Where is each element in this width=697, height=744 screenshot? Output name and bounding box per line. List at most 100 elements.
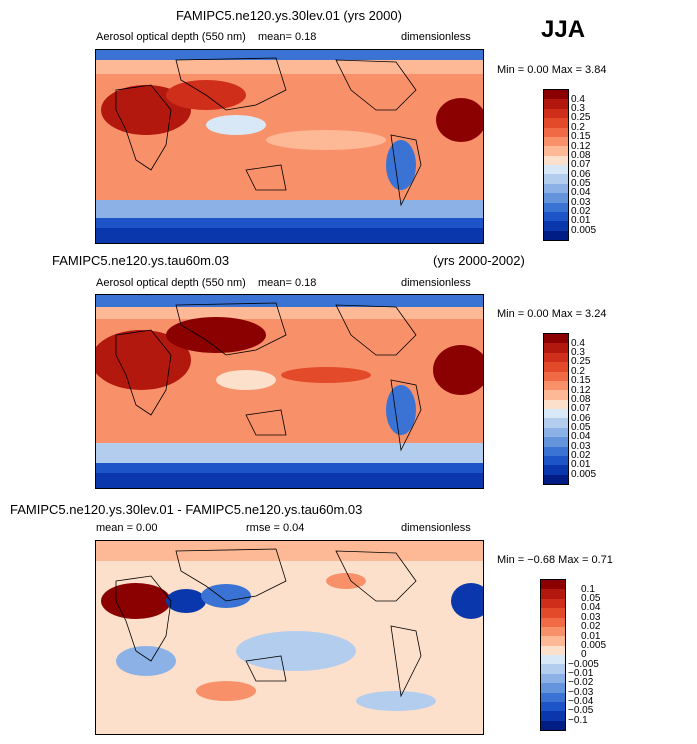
panel2-cb-label: 0.4 — [571, 338, 585, 349]
panel3-high-southern — [196, 681, 256, 701]
panel3-map-svg — [96, 541, 483, 734]
panel2-cb-label: 0.05 — [571, 422, 591, 433]
panel1-south-band — [96, 200, 483, 218]
panel1-cb-swatch — [544, 193, 568, 203]
panel3-cb-swatch — [541, 636, 565, 646]
panel2-pacific-patch — [281, 367, 371, 383]
panel1-cb-swatch — [544, 155, 568, 165]
panel2-hotspot-asia — [166, 317, 266, 353]
panel3-rmse: rmse = 0.04 — [246, 522, 305, 534]
panel3-colorbar-labels: 0.1 0.05 0.04 0.03 0.02 0.01 0.005 0 −0.… — [568, 581, 638, 731]
panel1-cb-swatch — [544, 127, 568, 137]
panel3-cb-label: 0.03 — [581, 612, 601, 623]
panel3-cb-swatch — [541, 608, 565, 618]
panel1-cb-swatch — [544, 202, 568, 212]
panel1-pacific-patch — [266, 130, 386, 150]
panel1-minmax: Min = 0.00 Max = 3.84 — [497, 64, 607, 76]
panel1-cb-label: 0.06 — [571, 169, 591, 180]
panel3-low-india — [201, 584, 251, 608]
panel1-cb-swatch — [544, 118, 568, 128]
panel3-cb-label: 0 — [581, 649, 587, 660]
panel2-cb-swatch — [544, 418, 568, 428]
panel2-hotspot-africa — [96, 330, 191, 390]
panel2-cb-swatch — [544, 371, 568, 381]
panel2-cb-label: 0.15 — [571, 375, 591, 386]
panel2-cb-swatch — [544, 409, 568, 419]
panel2-coastlines — [115, 302, 422, 452]
panel2-cb-swatch — [544, 352, 568, 363]
panel2-cb-swatch — [544, 446, 568, 456]
panel2-hotspot-atlantic — [433, 345, 483, 395]
panel3-low-pacific — [236, 631, 356, 671]
panel2-cb-label: 0.01 — [571, 459, 591, 470]
panel2-title: FAMIPC5.ne120.ys.tau60m.03 — [52, 253, 230, 268]
panel2-cb-swatch — [544, 399, 568, 409]
panel2-cb-swatch — [544, 437, 568, 447]
panel1-cb-swatch — [544, 99, 568, 109]
panel3-cb-label: −0.03 — [568, 687, 594, 698]
panel3-coastlines — [115, 548, 422, 698]
panel2-cb-swatch — [544, 465, 568, 475]
panel1-cb-label: 0.4 — [571, 94, 585, 105]
panel2-units: dimensionless — [401, 277, 471, 289]
panel1-cb-label: 0.05 — [571, 178, 591, 189]
panel1-cb-swatch — [544, 230, 568, 240]
panel1-cb-label: 0.2 — [571, 122, 585, 133]
panel3-cb-label: −0.01 — [568, 668, 594, 679]
panel2-colorbar-labels: 0.4 0.3 0.25 0.2 0.15 0.12 0.08 0.07 0.0… — [571, 335, 631, 485]
panel1-cb-swatch — [544, 174, 568, 184]
panel1-antarctic-band — [96, 228, 483, 243]
panel3-cb-swatch — [541, 720, 565, 730]
panel2-colorbar — [543, 333, 569, 485]
panel2-cb-label: 0.005 — [571, 469, 597, 480]
panel2-cb-label: 0.06 — [571, 413, 591, 424]
panel2-cb-swatch — [544, 380, 568, 391]
panel2-cb-swatch — [544, 390, 568, 400]
panel2-variable-label: Aerosol optical depth (550 nm) — [96, 277, 246, 289]
panel2-cb-label: 0.08 — [571, 394, 591, 405]
panel2-cb-swatch — [544, 455, 568, 466]
panel3-cb-label: −0.04 — [568, 696, 594, 707]
panel3-low-southern — [356, 691, 436, 711]
panel1-low-indian — [206, 115, 266, 135]
panel2-cb-label: 0.25 — [571, 356, 591, 367]
panel1-cb-swatch — [544, 108, 568, 119]
panel1-cb-label: 0.04 — [571, 187, 591, 198]
panel2-cb-label: 0.2 — [571, 366, 585, 377]
panel1-map — [95, 49, 484, 244]
panel2-north-band — [96, 307, 483, 319]
season-label: JJA — [541, 16, 586, 43]
panel3-cb-label: −0.1 — [568, 715, 588, 726]
panel1-cb-label: 0.25 — [571, 112, 591, 123]
panel2-cb-swatch — [544, 474, 568, 484]
panel1-title: FAMIPC5.ne120.ys.30lev.01 (yrs 2000) — [176, 8, 402, 23]
panel1-cb-swatch — [544, 136, 568, 147]
panel1-cb-swatch — [544, 183, 568, 194]
panel2-cb-swatch — [544, 427, 568, 438]
panel2-arctic-band — [96, 295, 483, 307]
panel1-arctic-band — [96, 50, 483, 60]
panel3-title: FAMIPC5.ne120.ys.30lev.01 - FAMIPC5.ne12… — [10, 502, 363, 517]
panel3-units: dimensionless — [401, 522, 471, 534]
panel3-high-pacific — [326, 573, 366, 589]
panel3-cb-swatch — [541, 664, 565, 674]
panel1-mean: mean= 0.18 — [258, 31, 317, 43]
panel3-cb-swatch — [541, 589, 565, 599]
panel3-cb-swatch — [541, 655, 565, 665]
panel2-low-indian — [216, 370, 276, 390]
panel1-units: dimensionless — [401, 31, 471, 43]
panel3-cb-label: −0.005 — [568, 659, 599, 670]
panel3-cb-swatch — [541, 626, 565, 637]
panel1-cb-label: 0.12 — [571, 141, 591, 152]
panel1-cb-label: 0.07 — [571, 159, 591, 170]
panel3-cb-label: −0.05 — [568, 705, 594, 716]
panel2-south-ocean-band — [96, 463, 483, 473]
panel3-cb-label: 0.005 — [581, 640, 607, 651]
panel2-cb-label: 0.3 — [571, 347, 585, 358]
panel1-colorbar — [543, 89, 569, 241]
panel2-south-band — [96, 443, 483, 463]
panel2-map-svg — [96, 295, 483, 488]
panel1-variable-label: Aerosol optical depth (550 nm) — [96, 31, 246, 43]
panel3-cb-swatch — [541, 683, 565, 693]
panel3-minmax: Min = −0.68 Max = 0.71 — [497, 554, 613, 566]
